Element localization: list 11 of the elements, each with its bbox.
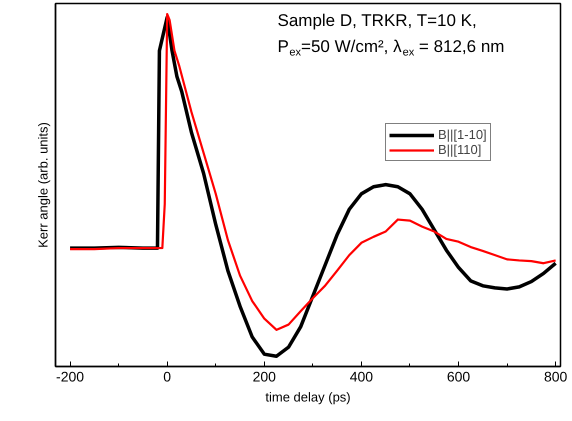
legend-label: B||[110] — [438, 142, 482, 157]
annotation: Sample D, TRKR, T=10 K, — [278, 11, 477, 30]
x-tick-label: 200 — [252, 368, 276, 384]
x-tick-label: -200 — [56, 368, 84, 384]
x-tick-label: 600 — [446, 368, 470, 384]
x-tick-label: 800 — [544, 368, 568, 384]
x-tick-label: 400 — [350, 368, 374, 384]
x-axis-title: time delay (ps) — [265, 390, 351, 404]
y-axis-title: Kerr angle (arb. units) — [36, 122, 50, 248]
x-tick-label: 0 — [163, 368, 172, 384]
legend-label: B||[1-10] — [438, 127, 487, 142]
